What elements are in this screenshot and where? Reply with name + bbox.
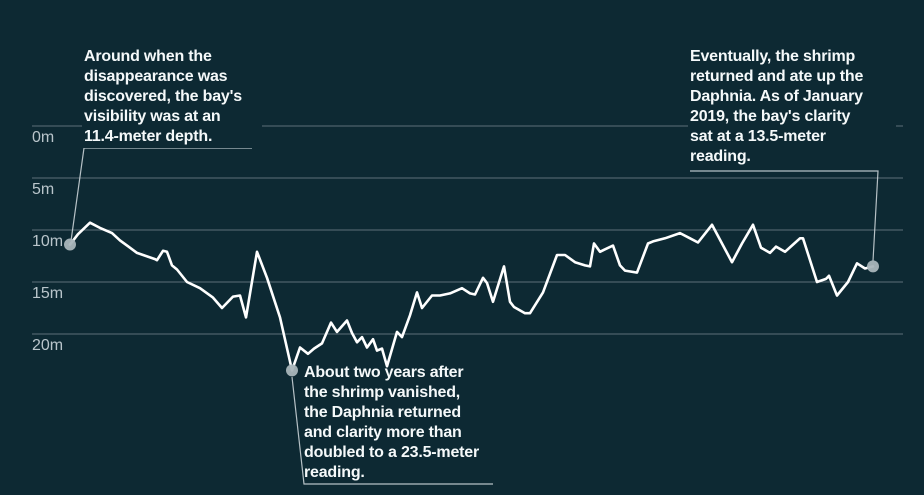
annotation-text-line: the shrimp vanished,	[304, 384, 461, 401]
annotation-text-line: and clarity more than	[304, 424, 462, 441]
annotation-text-line: Around when the	[84, 48, 212, 65]
annotation-text-line: reading.	[304, 464, 365, 481]
y-tick-5m: 5m	[32, 181, 55, 198]
annotation-text-line: returned and ate up the	[690, 68, 864, 85]
annotation-discovery: Around when the disappearance was discov…	[82, 45, 262, 148]
annotation-text-line: 2019, the bay's clarity	[690, 108, 851, 125]
annotation-text-line: visibility was at an	[84, 108, 221, 125]
annotation-connector-shrimp-return	[690, 170, 879, 262]
data-point-marker-13.5m	[867, 260, 879, 273]
annotation-text-line: About two years after	[304, 364, 464, 381]
y-tick-15m: 15m	[32, 285, 64, 302]
y-tick-20m: 20m	[32, 337, 64, 354]
annotation-text-line: Daphnia. As of January	[690, 88, 863, 105]
annotation-text-line: discovered, the bay's	[84, 88, 242, 105]
annotation-text-line: the Daphnia returned	[304, 404, 461, 421]
annotation-text-line: 11.4-meter depth.	[84, 128, 213, 145]
annotation-connector-discovery	[70, 147, 252, 242]
clarity-line	[68, 221, 875, 372]
annotation-shrimp-return: Eventually, the shrimp returned and ate …	[688, 45, 896, 168]
annotation-text-line: reading.	[690, 148, 751, 165]
annotation-text-line: disappearance was	[84, 68, 228, 85]
data-point-marker-11.4m	[64, 238, 76, 251]
annotation-text-line: Eventually, the shrimp	[690, 48, 856, 65]
annotation-daphnia-return: About two years after the shrimp vanishe…	[304, 363, 514, 483]
annotation-text-line: sat at a 13.5-meter	[690, 128, 826, 145]
y-tick-10m: 10m	[32, 233, 64, 250]
y-tick-0m: 0m	[32, 129, 55, 146]
annotation-text-line: doubled to a 23.5-meter	[304, 444, 479, 461]
data-point-marker-23.5m	[286, 364, 298, 377]
annotation-connector-daphnia-return	[291, 376, 493, 485]
